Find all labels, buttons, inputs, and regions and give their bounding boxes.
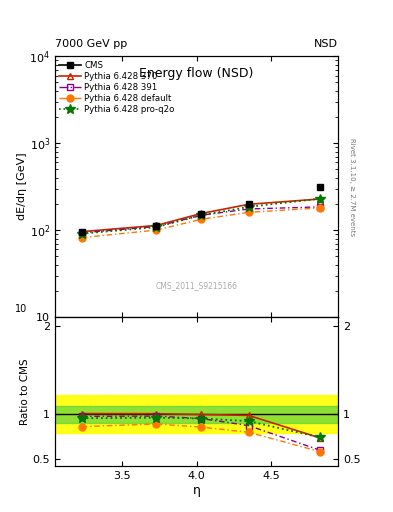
Text: NSD: NSD [314,38,338,49]
Y-axis label: dE/dη [GeV]: dE/dη [GeV] [17,153,27,221]
Bar [55,406,338,423]
Bar [55,395,338,433]
Legend: CMS, Pythia 6.428 370, Pythia 6.428 391, Pythia 6.428 default, Pythia 6.428 pro-: CMS, Pythia 6.428 370, Pythia 6.428 391,… [58,59,176,116]
Text: 7000 GeV pp: 7000 GeV pp [55,38,127,49]
Text: 10: 10 [15,304,28,314]
Y-axis label: Ratio to CMS: Ratio to CMS [20,358,30,425]
Text: CMS_2011_S9215166: CMS_2011_S9215166 [156,281,237,290]
X-axis label: η: η [193,483,200,497]
Y-axis label: Rivet 3.1.10, ≥ 2.7M events: Rivet 3.1.10, ≥ 2.7M events [349,138,355,236]
Text: Energy flow (NSD): Energy flow (NSD) [139,67,254,80]
